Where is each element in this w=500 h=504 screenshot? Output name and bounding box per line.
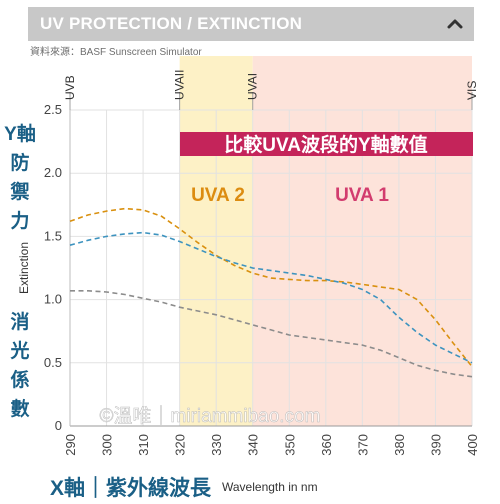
- uva2-band: [179, 56, 253, 426]
- x-tick-label: 370: [355, 434, 370, 456]
- series-line-3: [70, 290, 473, 378]
- y-cjk-char: 禦: [10, 182, 30, 203]
- x-tick-label: 400: [465, 434, 480, 456]
- y-tick-label: 0.5: [44, 355, 62, 370]
- y-cjk-char: 消: [10, 312, 30, 333]
- band-label: UVAI: [246, 73, 260, 100]
- y-tick-label: 1.0: [44, 292, 62, 307]
- x-tick-label: 330: [209, 434, 224, 456]
- chevron-up-icon[interactable]: [446, 15, 464, 33]
- panel-title: UV PROTECTION / EXTINCTION: [40, 14, 303, 33]
- x-tick-label: 350: [282, 434, 297, 456]
- band-label: VIS: [465, 81, 479, 100]
- y-cjk-char: 係: [10, 370, 30, 391]
- x-tick-label: 290: [63, 434, 78, 456]
- series-line-1: [69, 207, 473, 368]
- watermark: ©溫唯｜miriammibao.com: [100, 405, 321, 427]
- source-note: 資料來源：BASF Sunscreen Simulator: [30, 47, 202, 58]
- panel-header: UV PROTECTION / EXTINCTION: [28, 7, 474, 41]
- series-line-2: [69, 231, 473, 364]
- y-tick-label: 0: [55, 418, 62, 433]
- y-axis-annotation-top: Y軸 防 禦 力: [3, 120, 37, 236]
- y-tick-label: 1.5: [44, 228, 62, 243]
- x-tick-label: 320: [173, 434, 188, 456]
- uva1-band: [252, 56, 472, 426]
- x-tick-label: 380: [392, 434, 407, 456]
- band-label: UVAII: [173, 70, 187, 100]
- x-tick-label: 360: [319, 434, 334, 456]
- y-cjk-char: 防: [10, 153, 30, 174]
- y-cjk-char: Y軸: [4, 124, 36, 145]
- y-cjk-char: 光: [10, 341, 30, 362]
- uva1-label: UVA 1: [335, 185, 389, 206]
- y-cjk-char: 數: [10, 399, 30, 420]
- y-tick-label: 2.0: [44, 165, 62, 180]
- y-axis-label: Extinction: [17, 242, 31, 294]
- x-axis-annotation: X軸｜紫外線波長: [50, 477, 212, 500]
- y-cjk-char: 力: [10, 211, 30, 232]
- x-tick-label: 310: [136, 434, 151, 456]
- x-tick-label: 340: [246, 434, 261, 456]
- banner-bg: [180, 132, 473, 156]
- x-tick-label: 300: [100, 434, 115, 456]
- banner-text: 比較UVA波段的Y軸數值: [224, 133, 427, 156]
- uva2-label: UVA 2: [191, 185, 245, 206]
- band-label: UVB: [63, 75, 77, 100]
- x-tick-label: 390: [428, 434, 443, 456]
- y-axis-annotation-bottom: 消 光 係 數: [3, 308, 37, 424]
- y-tick-label: 2.5: [44, 102, 62, 117]
- x-axis-label: Wavelength in nm: [222, 480, 318, 494]
